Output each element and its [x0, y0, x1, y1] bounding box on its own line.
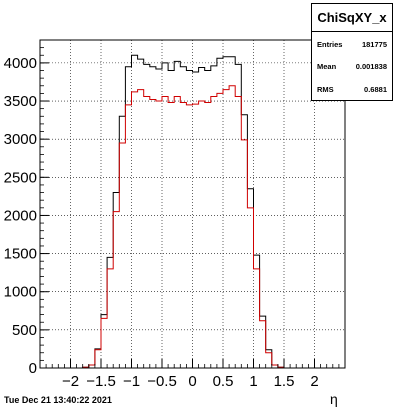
stats-label: Mean [317, 62, 337, 71]
timestamp-footer: Tue Dec 21 13:40:22 2021 [4, 395, 112, 405]
grid-lines [40, 40, 345, 368]
x-tick-label: 0 [188, 373, 196, 390]
y-tick-label: 1000 [4, 284, 37, 301]
stats-label: RMS [317, 85, 334, 94]
x-tick-label: 1.5 [274, 373, 295, 390]
x-tick-label: 2 [310, 373, 318, 390]
stats-row-entries: Entries 181775 [317, 40, 387, 49]
x-tick-label: −1 [123, 373, 140, 390]
y-tick-label: 2500 [4, 169, 37, 186]
stats-title: ChiSqXY_x [312, 4, 392, 32]
stats-box: ChiSqXY_x Entries 181775 Mean 0.001838 R… [311, 3, 393, 101]
y-tick-label: 4000 [4, 55, 37, 72]
stats-value: 0.6881 [364, 85, 387, 94]
x-axis-label: η [330, 391, 338, 407]
y-tick-label: 2000 [4, 207, 37, 224]
stats-label: Entries [317, 40, 343, 49]
stats-value: 181775 [361, 40, 387, 49]
stats-value: 0.001838 [355, 62, 387, 71]
y-tick-label: 3000 [4, 131, 37, 148]
x-tick-label: 1 [249, 373, 257, 390]
plot-frame [39, 39, 346, 369]
stats-row-rms: RMS 0.6881 [317, 85, 387, 94]
y-tick-label: 0 [29, 360, 37, 377]
x-tick-label: −0.5 [147, 373, 177, 390]
axes: −2 −1.5 −1 −0.5 0 0.5 1 1.5 2 0 500 1000 1500 2000 250… [4, 39, 346, 390]
x-tick-label: −2 [62, 373, 79, 390]
y-tick-label: 500 [12, 322, 37, 339]
x-tick-label: −1.5 [86, 373, 116, 390]
y-tick-label: 3500 [4, 93, 37, 110]
stats-row-mean: Mean 0.001838 [317, 62, 387, 71]
y-tick-label: 1500 [4, 246, 37, 263]
x-tick-label: 0.5 [213, 373, 234, 390]
